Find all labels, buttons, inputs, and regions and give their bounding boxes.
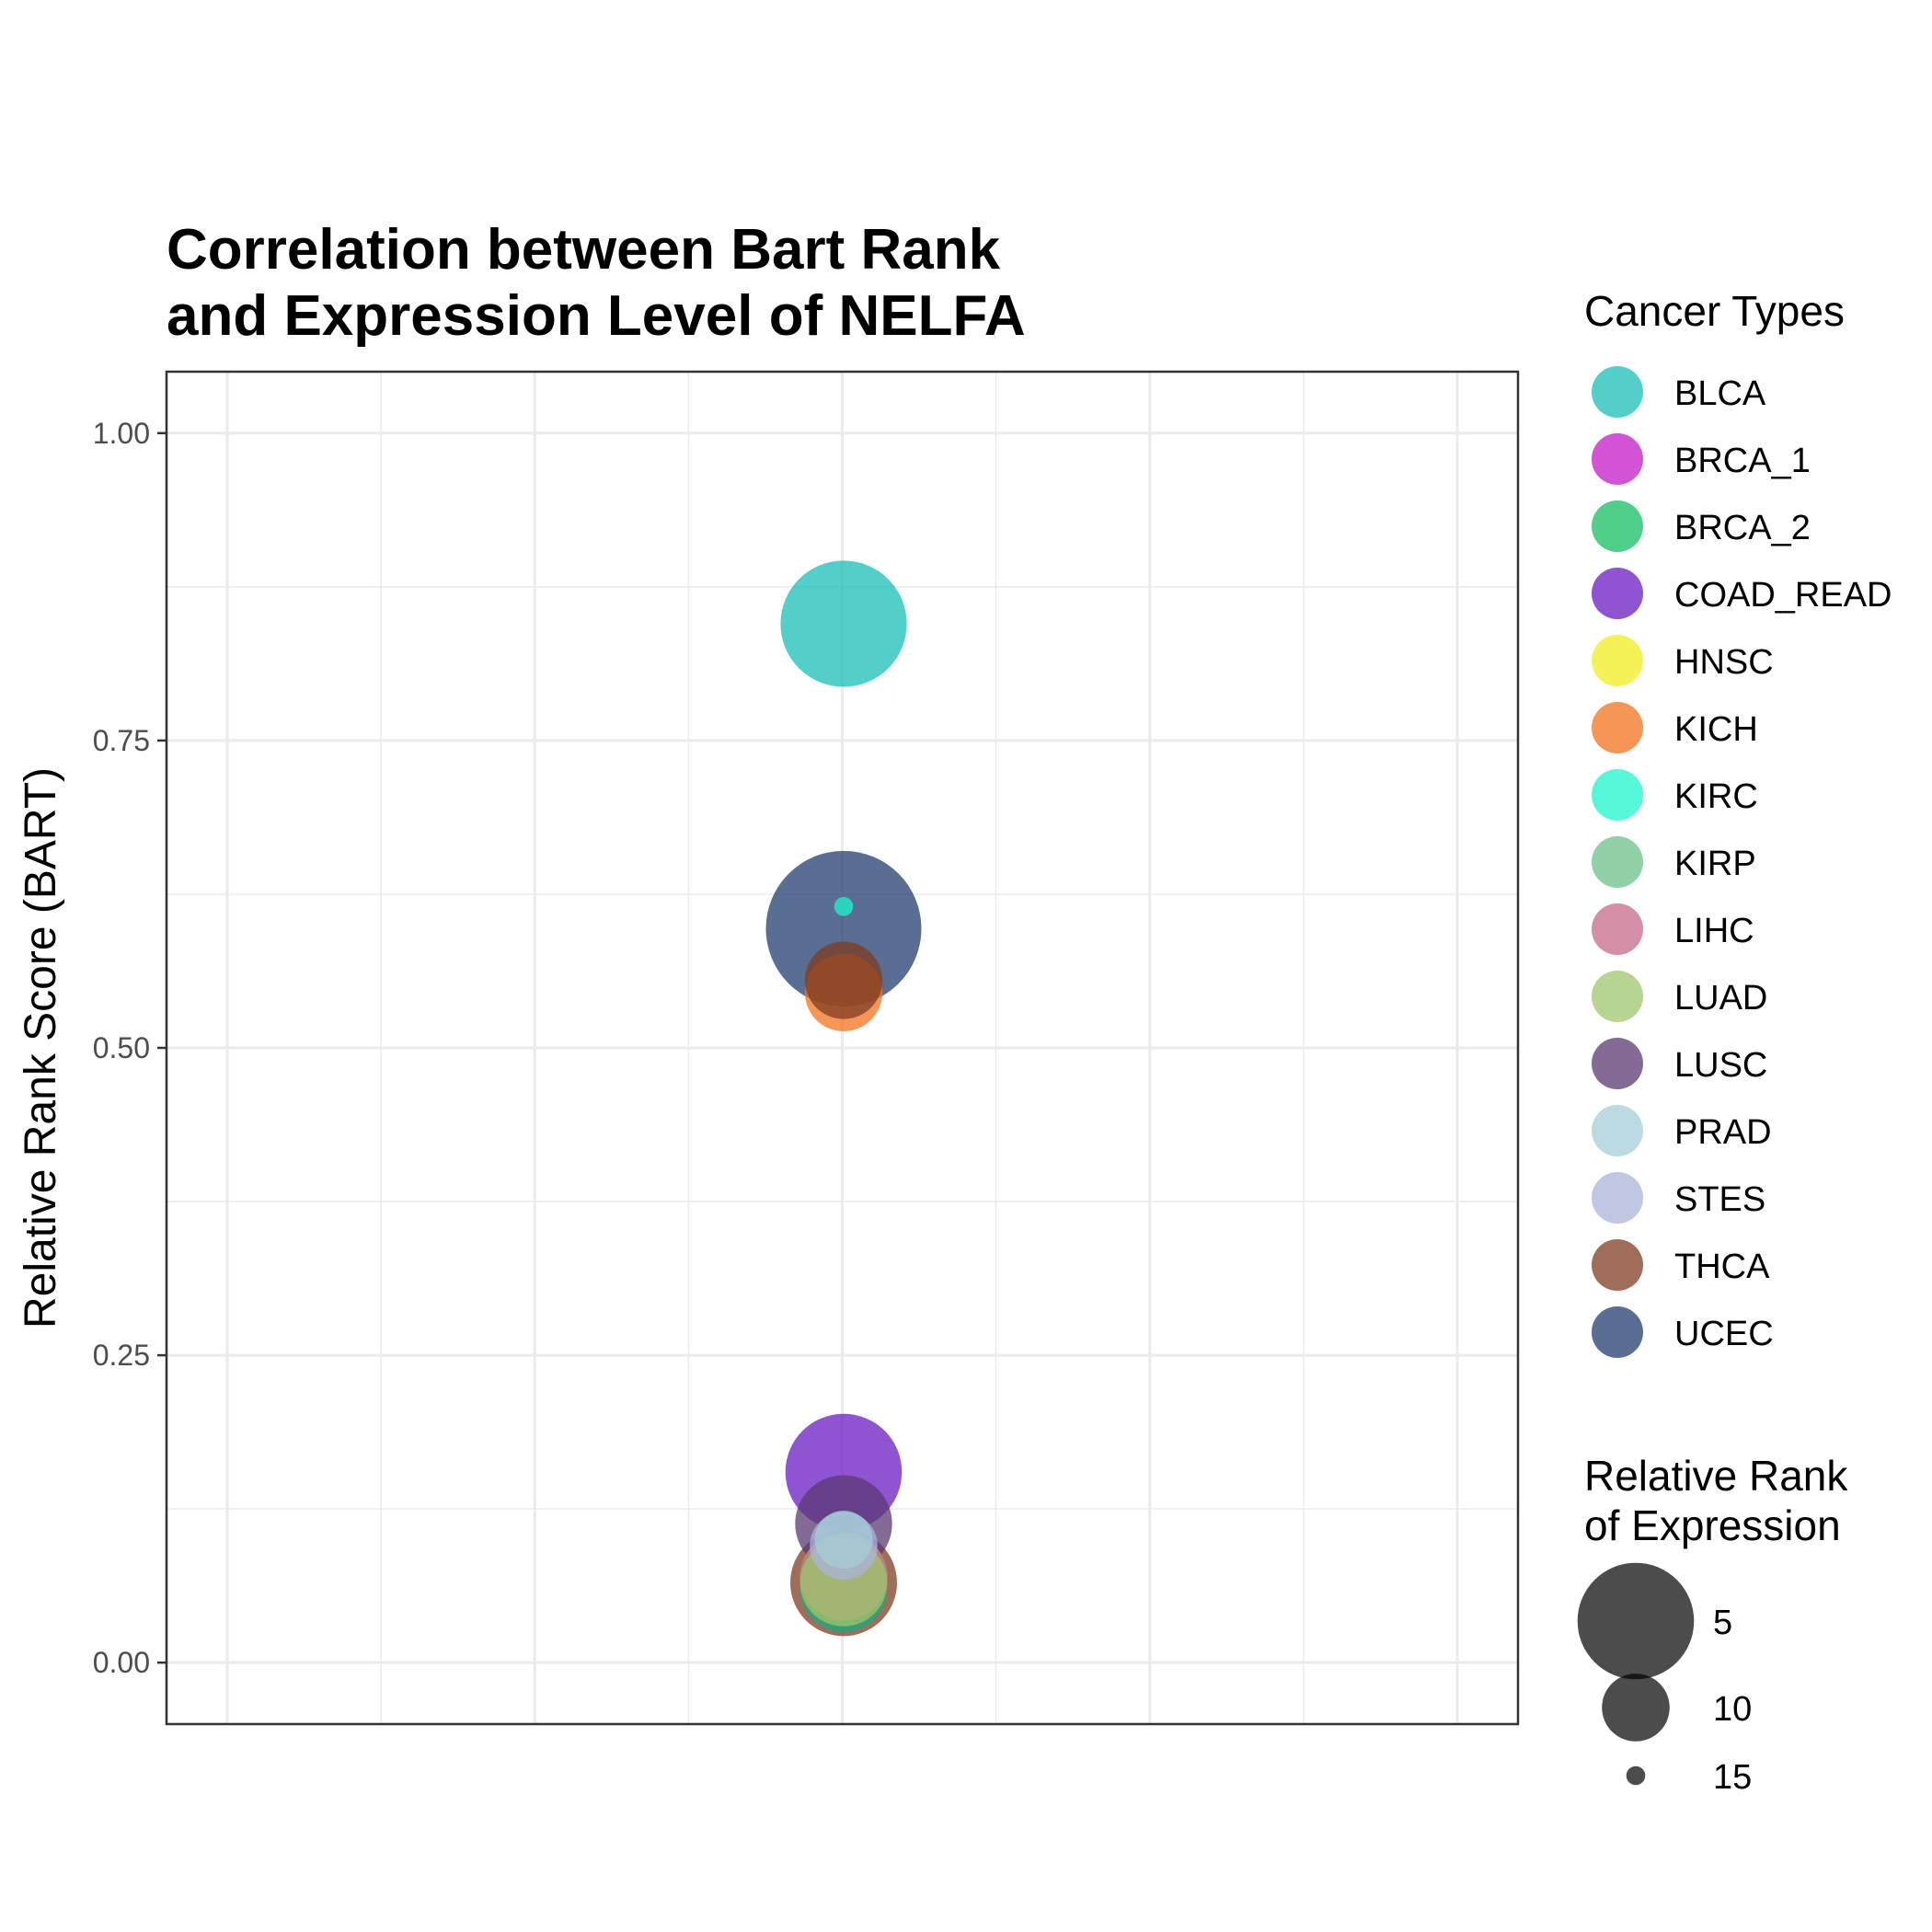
legend-swatch bbox=[1592, 433, 1643, 485]
legend-item-ucec: UCEC bbox=[1592, 1306, 1774, 1358]
y-tick-label: 0.75 bbox=[93, 724, 150, 757]
legend-swatch bbox=[1592, 702, 1643, 753]
legend-item-lusc: LUSC bbox=[1592, 1038, 1767, 1089]
legend-swatch bbox=[1592, 971, 1643, 1022]
chart-title-line: Correlation between Bart Rank bbox=[167, 218, 1001, 282]
size-legend-title-line: of Expression bbox=[1584, 1501, 1841, 1549]
size-legend-swatch bbox=[1602, 1673, 1670, 1742]
legend-item-thca: THCA bbox=[1592, 1239, 1770, 1291]
legend-swatch bbox=[1592, 568, 1643, 619]
legend-swatch bbox=[1592, 1306, 1643, 1358]
size-legend-item: 15 bbox=[1626, 1758, 1752, 1797]
legend-item-brca-1: BRCA_1 bbox=[1592, 433, 1811, 485]
data-point-ucec bbox=[765, 850, 922, 1006]
legend-item-kirc: KIRC bbox=[1592, 769, 1758, 821]
legend-item-hnsc: HNSC bbox=[1592, 635, 1774, 686]
chart-title-line: and Expression Level of NELFA bbox=[167, 284, 1026, 348]
size-legend-item: 5 bbox=[1577, 1562, 1732, 1680]
legend-swatch bbox=[1592, 769, 1643, 821]
legend-swatch bbox=[1592, 1105, 1643, 1156]
data-points bbox=[765, 560, 922, 1637]
legend-item-coad-read: COAD_READ bbox=[1592, 568, 1892, 619]
legend-swatch bbox=[1592, 366, 1643, 418]
color-legend-title: Cancer Types bbox=[1584, 287, 1845, 335]
legend-label: KICH bbox=[1674, 710, 1758, 749]
data-point-thca bbox=[804, 941, 883, 1019]
plot-area bbox=[165, 370, 1520, 1726]
legend-label: LUAD bbox=[1674, 979, 1767, 1018]
legend-item-luad: LUAD bbox=[1592, 971, 1767, 1022]
legend-label: BLCA bbox=[1674, 374, 1766, 413]
legend-item-kirp: KIRP bbox=[1592, 836, 1756, 888]
y-axis-title: Relative Rank Score (BART) bbox=[17, 767, 65, 1328]
size-legend-label: 15 bbox=[1713, 1758, 1752, 1797]
legend-item-stes: STES bbox=[1592, 1172, 1765, 1224]
legend-swatch bbox=[1592, 836, 1643, 888]
legend-label: PRAD bbox=[1674, 1113, 1772, 1152]
legend-item-blca: BLCA bbox=[1592, 366, 1766, 418]
size-legend-title-line: Relative Rank bbox=[1584, 1452, 1848, 1500]
size-legend-item: 10 bbox=[1602, 1673, 1752, 1742]
legend-label: UCEC bbox=[1674, 1315, 1774, 1353]
y-tick-label: 0.00 bbox=[93, 1646, 150, 1679]
legend-label: THCA bbox=[1674, 1248, 1770, 1286]
legend-label: KIRC bbox=[1674, 777, 1758, 816]
color-legend: Cancer Types BLCA BRCA_1 BRCA_2 COAD_READ HNS… bbox=[1584, 287, 1892, 1358]
legend-item-lihc: LIHC bbox=[1592, 903, 1754, 955]
legend-label: LIHC bbox=[1674, 912, 1754, 950]
legend-label: KIRP bbox=[1674, 845, 1756, 883]
legend-swatch bbox=[1592, 1172, 1643, 1224]
y-tick-label: 0.50 bbox=[93, 1031, 150, 1064]
legend-label: BRCA_2 bbox=[1674, 509, 1811, 547]
legend-swatch bbox=[1592, 635, 1643, 686]
data-point-prad bbox=[814, 1511, 873, 1570]
legend-label: HNSC bbox=[1674, 643, 1774, 682]
legend-swatch bbox=[1592, 1038, 1643, 1089]
legend-label: LUSC bbox=[1674, 1046, 1767, 1085]
legend-swatch bbox=[1592, 500, 1643, 552]
legend-swatch bbox=[1592, 903, 1643, 955]
y-tick-label: 0.25 bbox=[93, 1339, 150, 1372]
legend-label: STES bbox=[1674, 1180, 1765, 1219]
legend-item-brca-2: BRCA_2 bbox=[1592, 500, 1811, 552]
y-axis: 0.00 0.25 0.50 0.75 1.00 bbox=[93, 417, 167, 1679]
legend-swatch bbox=[1592, 1239, 1643, 1291]
legend-item-prad: PRAD bbox=[1592, 1105, 1772, 1156]
data-point-blca bbox=[780, 560, 907, 687]
y-tick-label: 1.00 bbox=[93, 417, 150, 450]
size-legend-label: 5 bbox=[1713, 1604, 1732, 1642]
legend-label: BRCA_1 bbox=[1674, 442, 1811, 480]
legend-label: COAD_READ bbox=[1674, 576, 1892, 615]
data-point-kirc bbox=[834, 897, 854, 916]
size-legend-swatch bbox=[1577, 1562, 1695, 1680]
legend-item-kich: KICH bbox=[1592, 702, 1758, 753]
size-legend-swatch bbox=[1626, 1765, 1646, 1786]
size-legend-label: 10 bbox=[1713, 1690, 1752, 1729]
